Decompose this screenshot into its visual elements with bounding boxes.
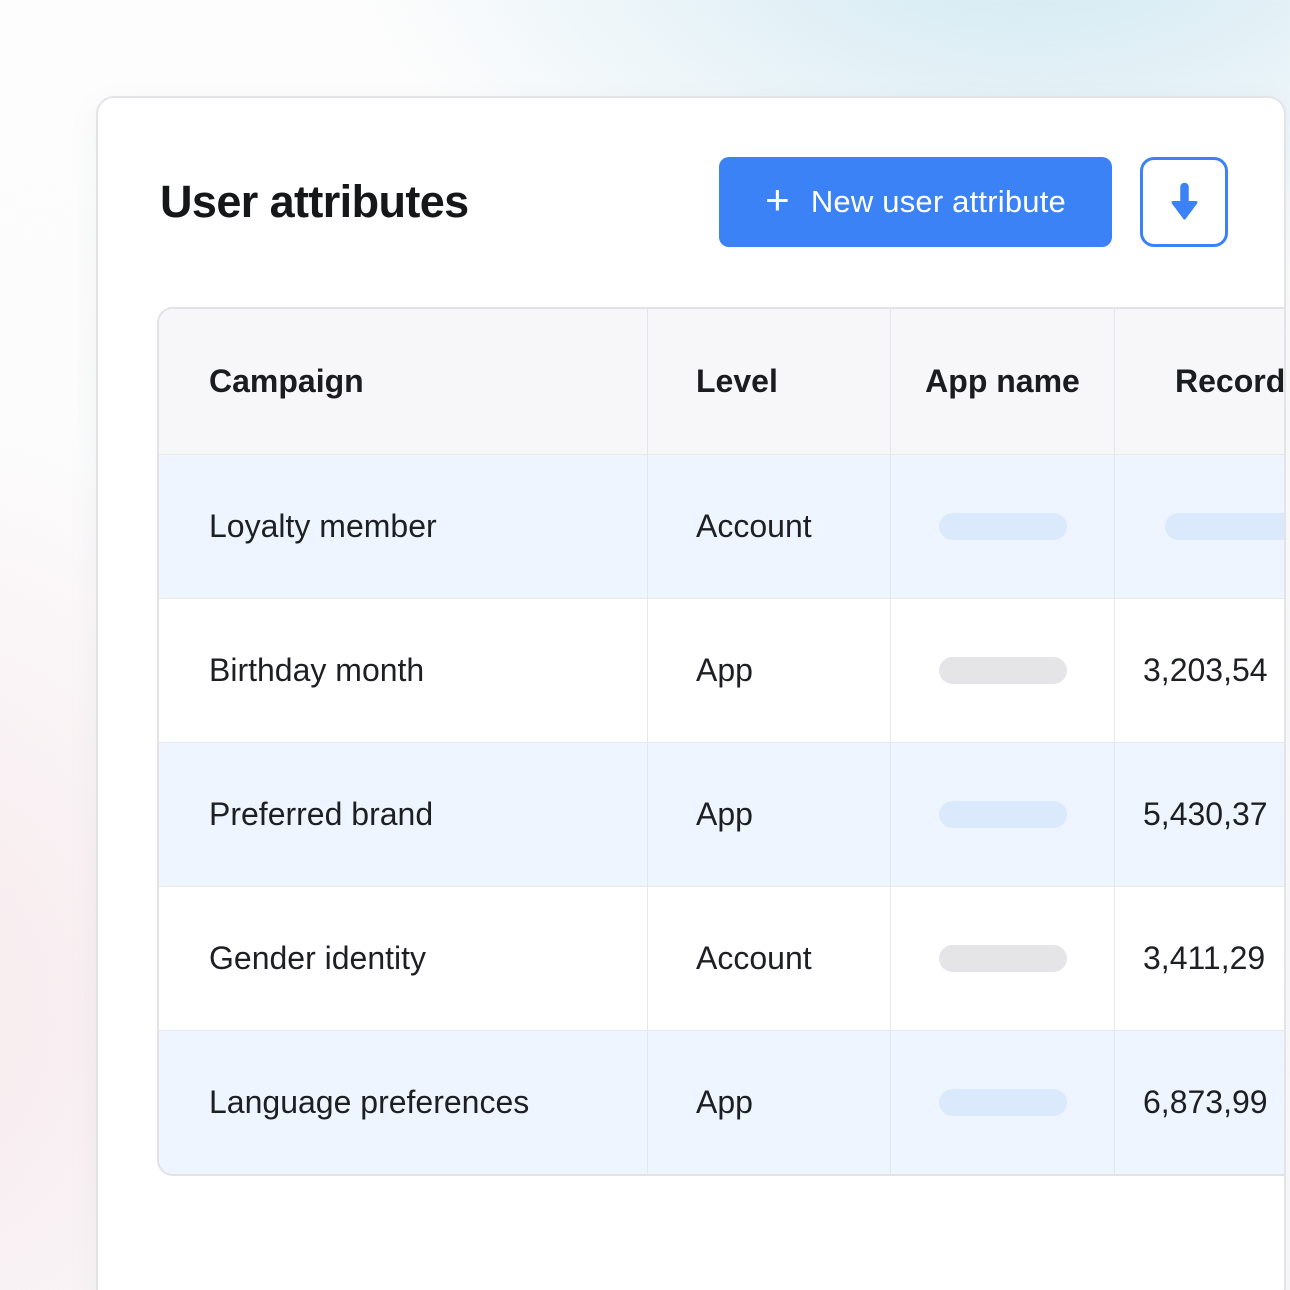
download-button[interactable] — [1140, 157, 1228, 247]
campaign-cell: Language preferences — [159, 1031, 648, 1174]
level-cell: Account — [648, 455, 891, 598]
level-cell: App — [648, 599, 891, 742]
app-name-cell — [891, 887, 1115, 1030]
app-name-skeleton — [938, 513, 1067, 540]
table-header-row: Campaign Level App name Record — [159, 309, 1286, 454]
page-title: User attributes — [160, 176, 469, 227]
table-row[interactable]: Birthday month App 3,203,54 — [159, 598, 1284, 742]
card-header: User attributes + New user attribute — [160, 156, 1228, 248]
app-name-cell — [891, 1031, 1115, 1174]
plus-icon: + — [765, 176, 790, 223]
record-cell: 6,873,99 — [1143, 1084, 1268, 1120]
new-user-attribute-label: New user attribute — [810, 184, 1066, 219]
app-name-cell — [891, 743, 1115, 886]
table-row[interactable]: Language preferences App 6,873,99 — [159, 1030, 1284, 1174]
app-name-skeleton — [938, 801, 1067, 828]
column-header-app-name: App name — [891, 309, 1115, 454]
new-user-attribute-button[interactable]: + New user attribute — [719, 157, 1112, 247]
app-name-cell — [891, 455, 1115, 598]
records-skeleton — [1165, 513, 1284, 540]
table-row[interactable]: Gender identity Account 3,411,29 — [159, 886, 1284, 1030]
campaign-cell: Gender identity — [159, 887, 648, 1030]
record-cell — [1115, 455, 1284, 598]
app-name-cell — [891, 599, 1115, 742]
app-name-skeleton — [938, 657, 1067, 684]
level-cell: App — [648, 743, 891, 886]
level-cell: App — [648, 1031, 891, 1174]
arrow-down-icon — [1167, 182, 1202, 223]
app-name-skeleton — [938, 1089, 1067, 1116]
level-cell: Account — [648, 887, 891, 1030]
record-cell: 3,203,54 — [1143, 652, 1268, 688]
attributes-table: Campaign Level App name Record Loyalty m… — [157, 307, 1286, 1176]
column-header-record: Record — [1175, 363, 1286, 399]
header-actions: + New user attribute — [719, 157, 1228, 247]
user-attributes-card: User attributes + New user attribute Cam… — [96, 96, 1286, 1290]
table-row[interactable]: Preferred brand App 5,430,37 — [159, 742, 1284, 886]
column-header-campaign: Campaign — [159, 309, 648, 454]
record-cell: 3,411,29 — [1143, 940, 1266, 976]
column-header-level: Level — [648, 309, 891, 454]
campaign-cell: Loyalty member — [159, 455, 648, 598]
record-cell: 5,430,37 — [1143, 796, 1268, 832]
campaign-cell: Birthday month — [159, 599, 648, 742]
app-name-skeleton — [938, 945, 1067, 972]
table-row[interactable]: Loyalty member Account — [159, 454, 1284, 598]
campaign-cell: Preferred brand — [159, 743, 648, 886]
